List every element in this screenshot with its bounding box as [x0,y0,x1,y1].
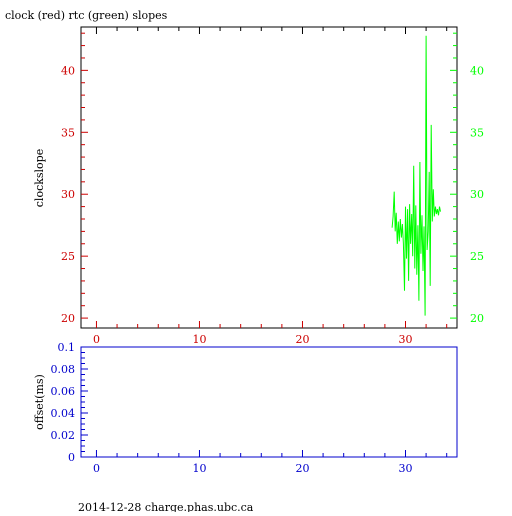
top-y-tick-label-left: 20 [61,312,75,325]
top-y-tick-label-right: 35 [470,126,484,139]
top-y-tick-label-right: 30 [470,188,484,201]
top-y-tick-label-right: 25 [470,250,484,263]
top-y-tick-label-left: 40 [61,64,75,77]
bottom-y-tick-label: 0.1 [58,341,76,354]
top-y-tick-label-left: 30 [61,188,75,201]
top-x-tick-label: 20 [295,333,309,346]
bottom-y-tick-label: 0 [68,451,75,464]
top-y-tick-label-right: 20 [470,312,484,325]
top-y-axis-label: clockslope [33,149,46,207]
footer-text: 2014-12-28 charge.phas.ubc.ca [78,501,254,512]
bottom-x-tick-label: 20 [295,462,309,475]
top-plot-frame [80,26,458,329]
bottom-x-tick-label: 10 [192,462,206,475]
rtc-slope-series-line [391,35,441,316]
top-y-tick-label-left: 25 [61,250,75,263]
top-x-tick-label: 0 [93,333,100,346]
top-y-tick-label-left: 35 [61,126,75,139]
top-y-tick-label-right: 40 [470,64,484,77]
bottom-plot-frame [80,346,458,458]
bottom-x-tick-label: 0 [93,462,100,475]
top-x-tick-label: 30 [398,333,412,346]
chart-title: clock (red) rtc (green) slopes [5,9,168,22]
bottom-x-tick-label: 30 [398,462,412,475]
bottom-y-tick-label: 0.02 [51,429,76,442]
bottom-y-tick-label: 0.04 [51,407,76,420]
top-x-tick-label: 10 [192,333,206,346]
bottom-y-tick-label: 0.06 [51,385,76,398]
bottom-y-axis-label: offset(ms) [33,374,46,430]
bottom-y-tick-label: 0.08 [51,363,76,376]
